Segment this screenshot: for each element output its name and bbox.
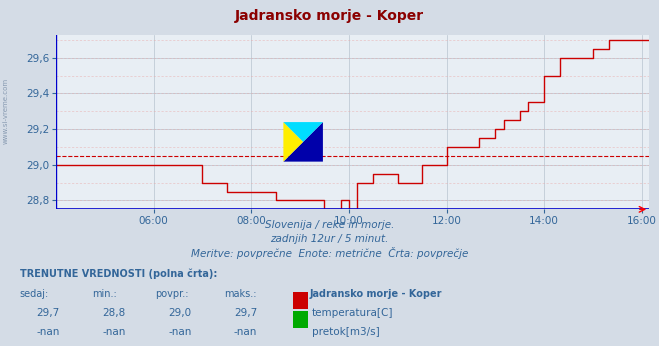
Text: Jadransko morje - Koper: Jadransko morje - Koper [235,9,424,22]
Text: -nan: -nan [102,327,125,337]
Text: Jadransko morje - Koper: Jadransko morje - Koper [310,289,442,299]
Text: -nan: -nan [36,327,59,337]
Text: povpr.:: povpr.: [155,289,188,299]
Text: maks.:: maks.: [224,289,256,299]
Text: 29,0: 29,0 [168,308,191,318]
Text: Slovenija / reke in morje.: Slovenija / reke in morje. [265,220,394,230]
Text: 28,8: 28,8 [102,308,125,318]
Text: Meritve: povprečne  Enote: metrične  Črta: povprečje: Meritve: povprečne Enote: metrične Črta:… [191,247,468,260]
Text: -nan: -nan [168,327,191,337]
Polygon shape [283,122,303,162]
Polygon shape [283,122,323,142]
Text: min.:: min.: [92,289,117,299]
Text: pretok[m3/s]: pretok[m3/s] [312,327,380,337]
Text: -nan: -nan [234,327,257,337]
Polygon shape [283,122,323,162]
Text: TRENUTNE VREDNOSTI (polna črta):: TRENUTNE VREDNOSTI (polna črta): [20,268,217,279]
Text: www.si-vreme.com: www.si-vreme.com [2,78,9,144]
Text: 29,7: 29,7 [36,308,59,318]
Text: zadnjih 12ur / 5 minut.: zadnjih 12ur / 5 minut. [270,234,389,244]
Text: sedaj:: sedaj: [20,289,49,299]
Text: temperatura[C]: temperatura[C] [312,308,393,318]
Text: 29,7: 29,7 [234,308,257,318]
